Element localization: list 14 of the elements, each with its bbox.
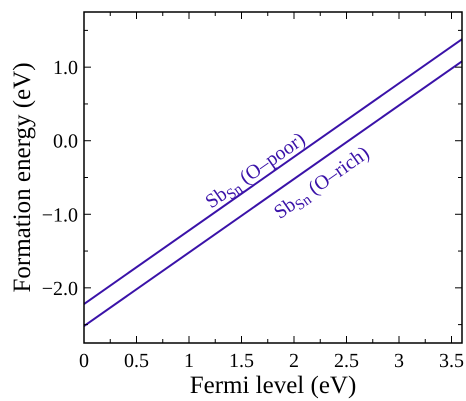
y-tick-label: 1.0 [53,57,78,80]
y-axis-title: Formation energy (eV) [9,62,36,293]
y-tick-label: −2.0 [42,278,78,300]
x-tick-label: 3 [394,350,404,372]
x-tick-label: 0 [79,350,89,372]
x-axis-title: Fermi level (eV) [190,372,356,399]
y-tick-label: −1.0 [42,204,78,226]
x-tick-label: 2.5 [334,350,359,372]
x-tick-label: 0.5 [124,350,149,372]
y-tick-label: 0.0 [53,130,78,153]
x-tick-label: 3.5 [439,350,464,372]
x-tick-label: 1 [184,350,194,372]
x-tick-label: 2 [289,350,299,372]
x-tick-label: 1.5 [229,350,254,372]
